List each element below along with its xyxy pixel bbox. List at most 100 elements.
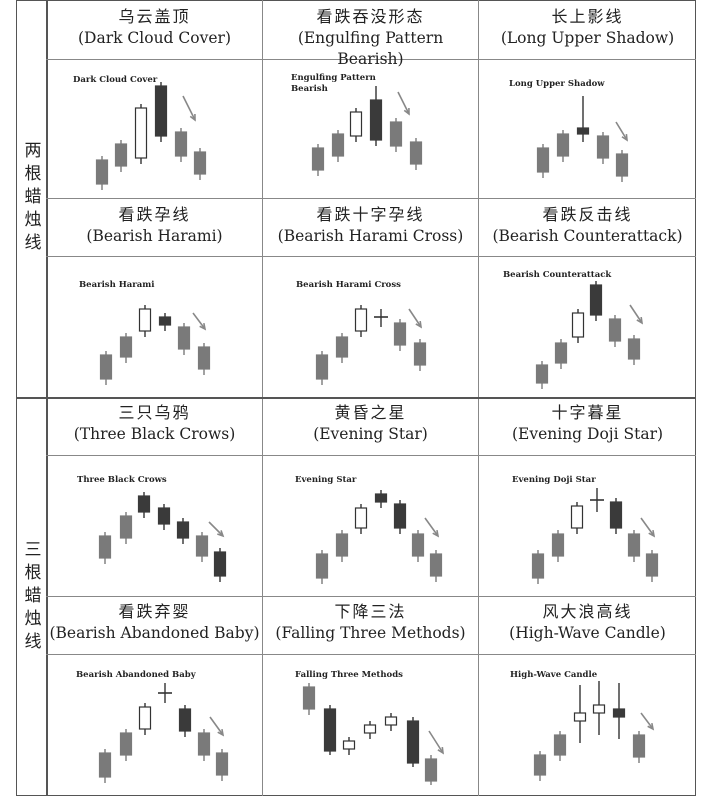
- candlestick: [177, 323, 191, 355]
- pattern-header: 看跌十字孕线 (Bearish Harami Cross): [263, 204, 478, 247]
- candlestick: [114, 140, 128, 172]
- pattern-header: 十字暮星 (Evening Doji Star): [479, 402, 696, 445]
- section-label-three-candle: 三根蜡烛线: [16, 398, 46, 796]
- candlestick: [409, 138, 423, 170]
- candlestick: [213, 548, 227, 582]
- candlestick: [331, 130, 345, 162]
- candlestick: [134, 104, 148, 164]
- candlestick: [323, 705, 337, 755]
- downtrend-arrow-icon: [424, 517, 440, 538]
- candlestick: [551, 530, 565, 562]
- chart-label: Long Upper Shadow: [509, 79, 605, 89]
- downtrend-arrow-icon: [209, 716, 225, 737]
- pattern-name-en: (Bearish Harami Cross): [277, 226, 464, 245]
- candlestick: [406, 717, 420, 767]
- candlestick: [411, 530, 425, 562]
- pattern-name-zh: 看跌反击线: [542, 205, 633, 224]
- candlestick: [389, 118, 403, 152]
- pattern-name-zh: 下降三法: [334, 602, 407, 621]
- candlestick: [627, 335, 641, 365]
- candlestick: [531, 550, 545, 584]
- row-divider: [46, 198, 696, 199]
- row-divider: [46, 455, 696, 456]
- candlestick: [612, 683, 626, 739]
- pattern-chart: Three Black Crows: [47, 456, 262, 596]
- candlestick: [632, 731, 646, 763]
- candlestick: [536, 144, 550, 178]
- candlestick: [553, 731, 567, 761]
- pattern-header: 长上影线 (Long Upper Shadow): [479, 6, 696, 49]
- downtrend-arrow-icon: [640, 712, 655, 731]
- chart-label: Bearish: [291, 84, 328, 94]
- chart-label: Evening Doji Star: [512, 475, 596, 485]
- chart-label: Dark Cloud Cover: [73, 75, 158, 85]
- pattern-header: 看跌弃婴 (Bearish Abandoned Baby): [47, 601, 262, 644]
- pattern-header: 风大浪高线 (High-Wave Candle): [479, 601, 696, 644]
- chart-label: Bearish Harami Cross: [296, 280, 401, 290]
- pattern-name-en: (Evening Star): [313, 424, 428, 443]
- candlestick: [363, 721, 377, 739]
- pattern-name-en: (High-Wave Candle): [509, 623, 666, 642]
- pattern-name-en: (Engulfing Pattern Bearish): [297, 28, 444, 68]
- candlestick: [554, 339, 568, 369]
- candlestick: [374, 309, 388, 327]
- pattern-name-zh: 长上影线: [551, 7, 624, 26]
- pattern-name-zh: 三只乌鸦: [118, 403, 191, 422]
- downtrend-arrow-icon: [640, 517, 656, 538]
- pattern-name-zh: 看跌孕线: [118, 205, 191, 224]
- candlestick: [158, 683, 172, 703]
- pattern-name-zh: 风大浪高线: [542, 602, 633, 621]
- pattern-header: 黄昏之星 (Evening Star): [263, 402, 478, 445]
- pattern-name-zh: 十字暮星: [551, 403, 624, 422]
- pattern-chart: Bearish Harami: [47, 257, 262, 397]
- chart-label: Bearish Harami: [79, 280, 155, 290]
- pattern-header: 看跌反击线 (Bearish Counterattack): [479, 204, 696, 247]
- downtrend-arrow-icon: [192, 312, 207, 331]
- section-label-text: 三根蜡烛线: [20, 539, 41, 655]
- chart-label: Falling Three Methods: [295, 670, 403, 680]
- pattern-name-en: (Bearish Harami): [86, 226, 223, 245]
- candlestick: [302, 683, 316, 715]
- pattern-name-zh: 看跌十字孕线: [316, 205, 425, 224]
- candlestick: [138, 305, 152, 337]
- pattern-name-zh: 黄昏之星: [334, 403, 407, 422]
- candlestick: [119, 512, 133, 544]
- candlestick: [369, 86, 383, 146]
- candlestick: [413, 339, 427, 371]
- row-divider: [46, 59, 696, 60]
- candlestick: [315, 550, 329, 584]
- pattern-name-en: (Falling Three Methods): [275, 623, 466, 642]
- downtrend-arrow-icon: [408, 308, 423, 329]
- candlestick: [197, 729, 211, 761]
- candlestick: [335, 333, 349, 363]
- candlestick: [154, 82, 168, 142]
- candlestick: [193, 148, 207, 180]
- candlestick: [354, 305, 368, 337]
- pattern-name-en: (Bearish Counterattack): [492, 226, 683, 245]
- candlestick: [137, 492, 151, 518]
- candlestick: [197, 343, 211, 375]
- pattern-header: 看跌吞没形态 (Engulfing Pattern Bearish): [263, 6, 478, 69]
- chart-label: Engulfing Pattern: [291, 73, 376, 83]
- candlestick: [393, 319, 407, 351]
- pattern-chart: Dark Cloud Cover: [47, 60, 262, 198]
- pattern-chart: Evening Doji Star: [479, 456, 696, 596]
- candlestick: [374, 490, 388, 508]
- pattern-chart: Falling Three Methods: [263, 655, 478, 795]
- candlestick: [393, 500, 407, 534]
- candlestick: [556, 130, 570, 162]
- candlestick: [596, 132, 610, 164]
- candlestick: [176, 518, 190, 544]
- candlestick: [627, 530, 641, 562]
- candlestick: [533, 751, 547, 781]
- chart-label: Evening Star: [295, 475, 357, 485]
- candlestick: [174, 128, 188, 162]
- chart-label: Bearish Abandoned Baby: [76, 670, 197, 680]
- candlestick: [570, 502, 584, 534]
- candlestick: [576, 96, 590, 142]
- candlestick: [589, 281, 603, 321]
- candlestick: [98, 749, 112, 783]
- chart-label: Three Black Crows: [77, 475, 167, 485]
- candlestick: [424, 755, 438, 785]
- candlestick: [158, 313, 172, 331]
